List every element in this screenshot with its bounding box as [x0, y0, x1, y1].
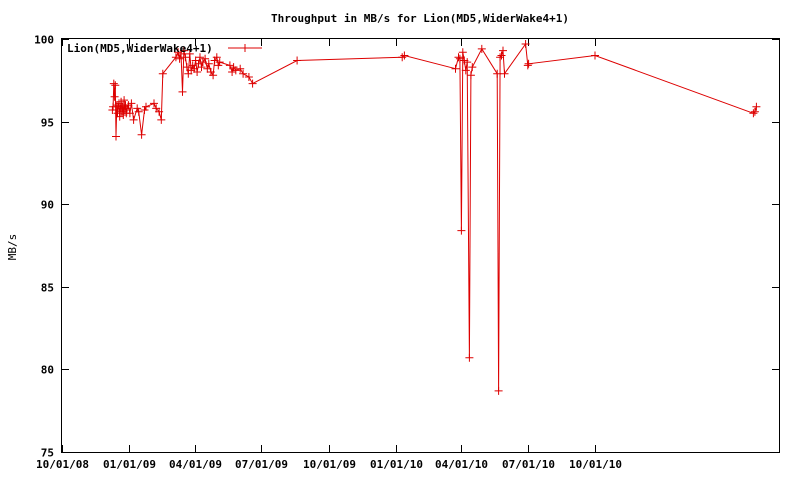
data-point	[497, 51, 506, 60]
legend: Lion(MD5,WiderWake4+1)	[67, 42, 262, 55]
data-point	[175, 54, 184, 63]
series-points	[108, 40, 761, 395]
y-tick-label: 80	[41, 364, 54, 377]
data-point	[137, 130, 146, 139]
data-point	[521, 40, 530, 48]
data-point	[496, 53, 505, 62]
data-point	[400, 51, 409, 60]
data-point	[197, 63, 206, 72]
data-point	[158, 69, 167, 78]
x-tick-label: 04/01/10	[435, 458, 488, 471]
data-point	[499, 46, 507, 55]
x-tick-label: 07/01/09	[235, 458, 288, 471]
data-point	[244, 73, 253, 81]
data-point	[201, 54, 210, 63]
y-tick-label: 85	[41, 282, 54, 295]
data-point	[236, 64, 245, 73]
data-point	[209, 71, 218, 80]
y-tick-label: 100	[34, 34, 54, 47]
legend-marker	[241, 44, 249, 52]
data-point	[179, 46, 188, 55]
data-point	[225, 61, 234, 70]
data-point	[115, 112, 124, 121]
plot-area-border	[61, 38, 780, 453]
data-point	[125, 109, 134, 118]
legend-label: Lion(MD5,WiderWake4+1)	[67, 42, 213, 55]
x-tick-label: 10/01/09	[303, 458, 356, 471]
data-point	[157, 115, 166, 124]
data-point	[182, 63, 191, 72]
data-point	[110, 92, 119, 101]
data-point	[523, 61, 532, 70]
data-point	[750, 107, 759, 116]
data-point	[134, 107, 143, 116]
data-point	[196, 53, 204, 62]
data-point	[171, 53, 180, 62]
data-point	[228, 68, 237, 76]
y-axis-label: MB/s	[6, 234, 19, 261]
data-point	[463, 58, 472, 67]
x-tick-label: 10/01/10	[569, 458, 622, 471]
data-point	[204, 59, 213, 68]
data-point	[215, 58, 224, 67]
data-point	[293, 56, 302, 65]
data-point	[140, 106, 149, 114]
data-point	[108, 106, 117, 114]
series-line	[111, 42, 757, 391]
chart-title: Throughput in MB/s for Lion(MD5,WiderWak…	[271, 12, 569, 25]
data-point	[398, 53, 407, 62]
data-point	[458, 48, 467, 57]
data-point	[457, 226, 466, 235]
data-point	[193, 68, 202, 76]
data-point	[188, 61, 197, 70]
data-point	[752, 102, 761, 111]
x-axis-ticks: 10/01/08 01/01/09 04/01/09 07/01/09 10/01/09…	[36, 39, 622, 471]
data-point	[466, 71, 475, 80]
data-point	[109, 79, 118, 88]
data-point	[591, 51, 599, 60]
data-point	[123, 104, 131, 113]
y-axis-ticks: 75 80 85 90 95 100	[34, 34, 779, 460]
data-point	[214, 61, 223, 70]
data-point	[127, 99, 136, 108]
data-point	[155, 107, 164, 116]
x-tick-label: 07/01/10	[502, 458, 555, 471]
y-tick-label: 90	[41, 199, 54, 212]
data-point	[451, 64, 460, 73]
data-point	[231, 66, 240, 75]
data-point	[455, 54, 464, 63]
data-point	[461, 66, 470, 75]
x-tick-label: 04/01/09	[169, 458, 222, 471]
data-point	[493, 69, 502, 78]
data-point	[185, 49, 194, 58]
data-point	[150, 99, 158, 108]
data-point	[500, 69, 509, 78]
data-point	[142, 102, 150, 111]
data-point	[465, 353, 474, 362]
data-point	[181, 53, 190, 62]
data-point	[178, 87, 187, 96]
data-point	[454, 53, 463, 62]
data-point	[129, 115, 138, 124]
data-point	[112, 132, 120, 141]
data-point	[468, 63, 477, 72]
data-point	[524, 59, 533, 68]
data-point	[111, 81, 120, 90]
data-point	[749, 109, 758, 118]
y-tick-label: 75	[41, 447, 54, 460]
data-point	[133, 104, 142, 113]
data-point	[239, 69, 248, 78]
data-point	[477, 44, 486, 53]
x-tick-label: 01/01/09	[103, 458, 156, 471]
data-point	[248, 79, 257, 88]
data-point	[212, 53, 221, 62]
data-point	[115, 99, 123, 108]
data-point	[203, 64, 212, 73]
data-point	[120, 96, 129, 105]
data-point	[494, 386, 503, 395]
x-tick-label: 10/01/08	[36, 458, 89, 471]
y-tick-label: 95	[41, 117, 54, 130]
x-tick-label: 01/01/10	[370, 458, 423, 471]
